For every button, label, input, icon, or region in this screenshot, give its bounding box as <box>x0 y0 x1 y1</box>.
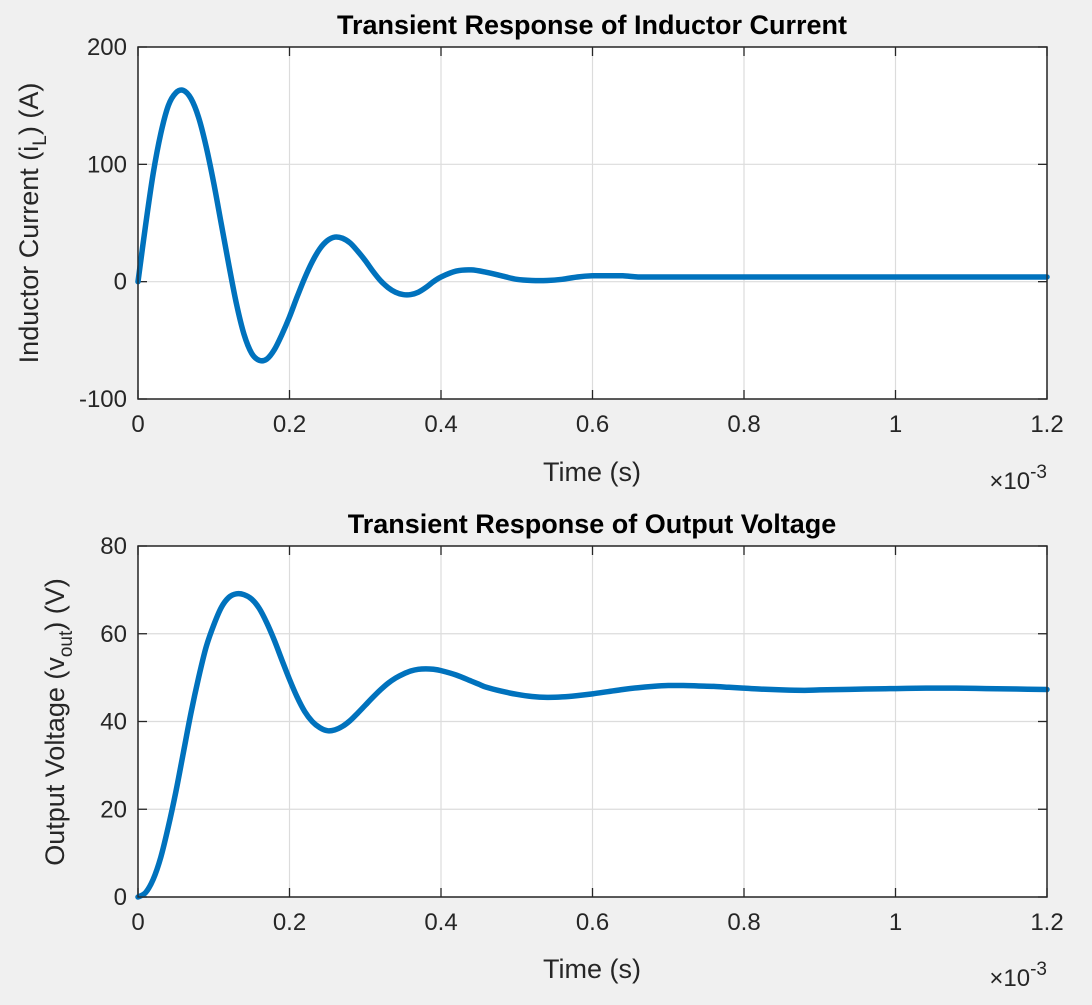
x-tick-label: 0.2 <box>273 411 306 438</box>
x-tick-label: 1 <box>889 411 902 438</box>
grid <box>138 546 1047 897</box>
x-exponent-base: ×10 <box>989 468 1030 495</box>
y-axis-label: Output Voltage (vout) (V) <box>40 578 77 866</box>
y-axis-label-main: Output Voltage (v <box>40 657 70 866</box>
y-tick-label: 80 <box>100 533 127 560</box>
x-tick-label: 1.2 <box>1030 909 1063 936</box>
chart-title: Transient Response of Output Voltage <box>348 509 837 539</box>
x-tick-labels: 0 0.2 0.4 0.6 0.8 1 1.2 <box>131 909 1063 936</box>
y-axis-label-main: Inductor Current (i <box>14 146 44 364</box>
x-exponent-base: ×10 <box>989 965 1030 992</box>
output-voltage-plot: 0 0.2 0.4 0.6 0.8 1 1.2 0 20 40 60 80 Transient Re… <box>40 509 1064 992</box>
output-voltage-line <box>135 590 1050 900</box>
y-tick-label: 100 <box>87 151 127 178</box>
y-axis-label: Inductor Current (iL) (A) <box>14 83 51 364</box>
chart-title: Transient Response of Inductor Current <box>337 10 847 40</box>
plot-frame <box>137 545 1048 898</box>
x-tick-label: 0.8 <box>727 909 760 936</box>
x-tick-label: 0.4 <box>424 909 457 936</box>
y-axis-label-subscript: out <box>56 630 77 657</box>
y-tick-label: 0 <box>114 884 127 911</box>
x-exponent-label: ×10-3 <box>989 959 1047 992</box>
x-exponent-label: ×10-3 <box>989 462 1047 495</box>
y-axis-label-unit: ) (V) <box>40 578 70 630</box>
y-axis-label-unit: ) (A) <box>14 83 44 135</box>
x-axis-label: Time (s) <box>543 457 641 487</box>
x-tick-label: 0 <box>131 411 144 438</box>
y-tick-label: 40 <box>100 709 127 736</box>
x-tick-label: 1.2 <box>1030 411 1063 438</box>
y-tick-label: 0 <box>114 269 127 296</box>
y-tick-label: -100 <box>79 386 127 413</box>
x-tick-label: 0 <box>131 909 144 936</box>
plot-frame <box>137 46 1048 400</box>
x-tick-label: 0.8 <box>727 411 760 438</box>
x-tick-label: 0.6 <box>576 909 609 936</box>
y-tick-labels: -100 0 100 200 <box>79 34 127 413</box>
x-tick-label: 1 <box>889 909 902 936</box>
y-tick-labels: 0 20 40 60 80 <box>100 533 127 911</box>
x-tick-label: 0.6 <box>576 411 609 438</box>
y-tick-label: 20 <box>100 796 127 823</box>
grid <box>138 47 1047 399</box>
inductor-current-line <box>135 87 1050 364</box>
y-tick-label: 60 <box>100 621 127 648</box>
x-tick-labels: 0 0.2 0.4 0.6 0.8 1 1.2 <box>131 411 1063 438</box>
x-exponent-power: -3 <box>1030 462 1047 483</box>
y-tick-label: 200 <box>87 34 127 61</box>
x-exponent-power: -3 <box>1030 959 1047 980</box>
x-tick-label: 0.2 <box>273 909 306 936</box>
x-tick-label: 0.4 <box>424 411 457 438</box>
y-axis-label-subscript: L <box>30 135 51 146</box>
x-axis-label: Time (s) <box>543 954 641 984</box>
